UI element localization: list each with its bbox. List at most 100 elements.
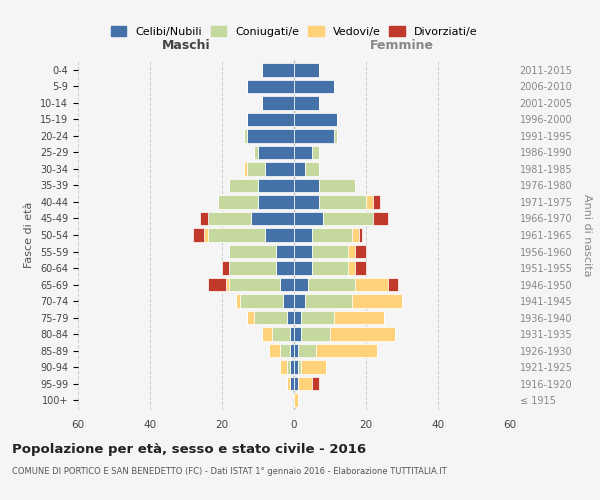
Bar bbox=[247, 162, 265, 175]
Bar bbox=[276, 245, 294, 258]
Bar bbox=[251, 212, 294, 225]
Bar bbox=[290, 344, 294, 357]
Bar bbox=[240, 294, 283, 308]
Bar bbox=[236, 294, 240, 308]
Bar bbox=[294, 262, 312, 274]
Bar bbox=[334, 311, 384, 324]
Bar bbox=[319, 179, 355, 192]
Bar bbox=[373, 196, 380, 208]
Bar bbox=[352, 228, 359, 241]
Bar bbox=[355, 278, 388, 291]
Bar bbox=[262, 64, 294, 76]
Bar bbox=[294, 344, 298, 357]
Bar bbox=[334, 130, 337, 142]
Bar bbox=[352, 294, 402, 308]
Bar bbox=[323, 212, 373, 225]
Bar bbox=[229, 245, 276, 258]
Bar bbox=[254, 146, 258, 159]
Bar bbox=[204, 228, 208, 241]
Bar bbox=[294, 196, 319, 208]
Bar bbox=[280, 344, 290, 357]
Y-axis label: Anni di nascita: Anni di nascita bbox=[582, 194, 592, 276]
Bar bbox=[294, 360, 298, 374]
Bar bbox=[355, 245, 366, 258]
Bar bbox=[312, 228, 352, 241]
Bar bbox=[276, 262, 294, 274]
Bar bbox=[208, 278, 226, 291]
Bar bbox=[262, 96, 294, 110]
Bar bbox=[312, 377, 319, 390]
Bar bbox=[290, 377, 294, 390]
Bar bbox=[287, 360, 290, 374]
Bar bbox=[283, 294, 294, 308]
Bar bbox=[359, 228, 362, 241]
Bar bbox=[229, 262, 276, 274]
Bar bbox=[280, 360, 287, 374]
Bar bbox=[247, 80, 294, 93]
Bar bbox=[222, 262, 229, 274]
Bar bbox=[290, 328, 294, 340]
Bar bbox=[229, 278, 280, 291]
Bar bbox=[294, 130, 334, 142]
Bar bbox=[247, 113, 294, 126]
Bar bbox=[312, 262, 348, 274]
Bar bbox=[312, 245, 348, 258]
Bar bbox=[294, 311, 301, 324]
Bar bbox=[208, 212, 251, 225]
Bar bbox=[294, 80, 334, 93]
Bar bbox=[388, 278, 398, 291]
Bar bbox=[294, 146, 312, 159]
Bar bbox=[280, 278, 294, 291]
Bar bbox=[247, 311, 254, 324]
Bar bbox=[373, 212, 388, 225]
Bar bbox=[200, 212, 208, 225]
Text: Maschi: Maschi bbox=[161, 38, 211, 52]
Bar bbox=[258, 146, 294, 159]
Bar bbox=[258, 196, 294, 208]
Bar bbox=[262, 328, 272, 340]
Bar bbox=[305, 294, 352, 308]
Bar bbox=[330, 328, 395, 340]
Bar bbox=[208, 228, 265, 241]
Bar bbox=[265, 228, 294, 241]
Bar bbox=[301, 328, 330, 340]
Bar bbox=[294, 228, 312, 241]
Bar bbox=[193, 228, 204, 241]
Bar bbox=[348, 245, 355, 258]
Bar bbox=[247, 130, 294, 142]
Bar bbox=[229, 179, 258, 192]
Bar bbox=[305, 162, 319, 175]
Bar bbox=[316, 344, 377, 357]
Y-axis label: Fasce di età: Fasce di età bbox=[25, 202, 34, 268]
Bar bbox=[290, 360, 294, 374]
Bar bbox=[294, 162, 305, 175]
Bar bbox=[319, 196, 366, 208]
Bar bbox=[298, 344, 316, 357]
Bar bbox=[287, 311, 294, 324]
Bar bbox=[308, 278, 355, 291]
Bar bbox=[294, 377, 298, 390]
Bar bbox=[294, 278, 308, 291]
Bar bbox=[244, 130, 247, 142]
Bar bbox=[294, 328, 301, 340]
Bar bbox=[272, 328, 290, 340]
Text: COMUNE DI PORTICO E SAN BENEDETTO (FC) - Dati ISTAT 1° gennaio 2016 - Elaborazio: COMUNE DI PORTICO E SAN BENEDETTO (FC) -… bbox=[12, 468, 447, 476]
Bar bbox=[355, 262, 366, 274]
Bar bbox=[287, 377, 290, 390]
Text: Popolazione per età, sesso e stato civile - 2016: Popolazione per età, sesso e stato civil… bbox=[12, 442, 366, 456]
Bar bbox=[366, 196, 373, 208]
Bar bbox=[298, 377, 312, 390]
Bar bbox=[301, 311, 334, 324]
Bar bbox=[294, 96, 319, 110]
Bar bbox=[294, 294, 305, 308]
Bar bbox=[294, 394, 298, 406]
Legend: Celibi/Nubili, Coniugati/e, Vedovi/e, Divorziati/e: Celibi/Nubili, Coniugati/e, Vedovi/e, Di… bbox=[109, 24, 479, 39]
Bar bbox=[244, 162, 247, 175]
Bar bbox=[226, 278, 229, 291]
Text: Femmine: Femmine bbox=[370, 38, 434, 52]
Bar bbox=[298, 360, 301, 374]
Bar bbox=[312, 146, 319, 159]
Bar bbox=[294, 179, 319, 192]
Bar bbox=[294, 64, 319, 76]
Bar bbox=[301, 360, 326, 374]
